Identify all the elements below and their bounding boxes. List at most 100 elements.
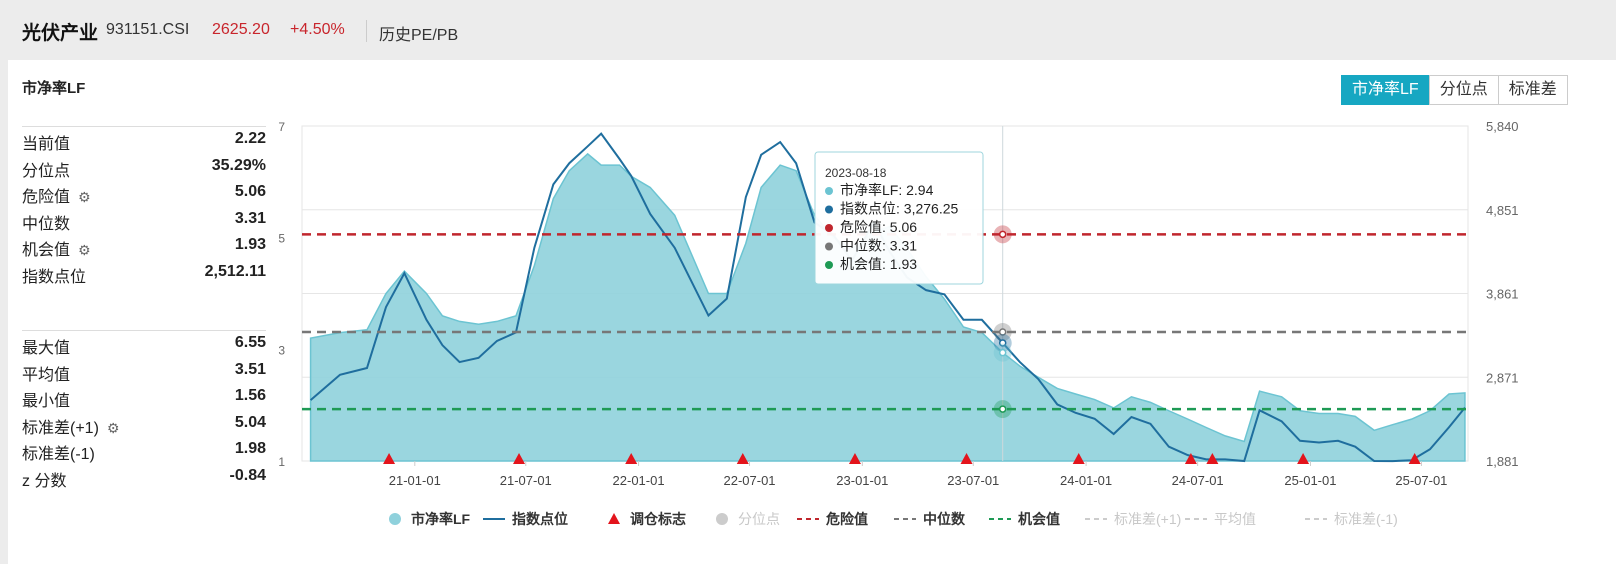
index-header: 光伏产业 931151.CSI 2625.20 +4.50% 历史PE/PB — [0, 0, 1616, 60]
stats-divider-top — [22, 126, 266, 127]
legend-label: 分位点 — [738, 511, 780, 527]
stat-label: 最小值 — [22, 393, 71, 410]
triangle-up-icon — [608, 513, 620, 524]
y-right-tick: 5,840 — [1486, 119, 1519, 134]
hover-dot — [998, 230, 1007, 239]
stat-value: 5.04 — [234, 413, 266, 431]
stat-label: 分位点 — [22, 162, 71, 180]
index-price: 2625.20 — [212, 21, 270, 38]
legend-item[interactable]: 市净率LF — [389, 511, 471, 527]
legend-label: 机会值 — [1018, 511, 1060, 527]
rebalance-marker — [1408, 453, 1421, 464]
chart-legend: 市净率LF 指数点位 调仓标志 分位点 危险值 中位数 机会值 标准差(+1) 平均值 标准差(-… — [389, 511, 1398, 527]
rebalance-marker — [960, 453, 973, 464]
index-code: 931151.CSI — [106, 21, 190, 38]
x-tick-label: 25-07-01 — [1395, 473, 1447, 488]
stat-value: 1.98 — [234, 440, 266, 457]
tooltip: 2023-08-18 市净率LF: 2.94 指数点位: 3,276.25 危险值: … — [814, 151, 984, 285]
stat-value: 3.31 — [234, 209, 266, 227]
legend-item[interactable]: 分位点 — [716, 511, 780, 527]
stat-label: 中位数 — [22, 215, 71, 233]
stat-index-points: 指数点位 2,512.11 — [22, 263, 266, 289]
x-tick-label: 21-01-01 — [389, 473, 441, 488]
y-left-tick: 5 — [278, 232, 285, 246]
x-tick-label: 21-07-01 — [500, 473, 552, 488]
stat-label: z 分数 — [22, 472, 67, 490]
x-tick-label: 23-07-01 — [947, 473, 999, 488]
tooltip-line: 危险值: 5.06 — [840, 219, 917, 235]
x-tick-label: 24-07-01 — [1172, 473, 1224, 488]
legend-label: 调仓标志 — [630, 511, 686, 527]
legend-item[interactable]: 中位数 — [894, 511, 966, 527]
stat-value: 6.55 — [234, 334, 266, 351]
stat-min: 最小值 1.56 — [22, 387, 266, 413]
stat-label: 最大值 — [22, 340, 71, 357]
hover-dot — [998, 328, 1007, 336]
y-right-tick: 3,861 — [1486, 287, 1519, 302]
stat-current: 当前值 2.22 — [22, 130, 266, 156]
x-tick-label: 22-07-01 — [723, 473, 775, 488]
card-title: 市净率LF — [22, 80, 86, 97]
x-tick-label: 25-01-01 — [1284, 473, 1336, 488]
legend-item[interactable]: 标准差(-1) — [1305, 511, 1398, 527]
legend-item[interactable]: 平均值 — [1185, 511, 1256, 527]
stat-label: 当前值 — [22, 136, 71, 153]
legend-item[interactable]: 指数点位 — [483, 511, 568, 527]
history-pepb-link[interactable]: 历史PE/PB — [379, 27, 459, 44]
legend-swatch — [389, 513, 401, 525]
tooltip-line: 中位数: 3.31 — [840, 238, 917, 254]
stat-value: 35.29% — [211, 156, 266, 174]
rebalance-marker — [383, 453, 396, 464]
stat-value: 1.93 — [234, 236, 266, 253]
legend-label: 市净率LF — [411, 511, 471, 527]
tooltip-box — [814, 151, 984, 285]
y-left-tick: 3 — [278, 343, 285, 357]
stat-label: 平均值 — [22, 366, 71, 384]
tooltip-dot — [825, 242, 833, 251]
stats-divider-bottom — [22, 330, 266, 331]
stat-value: 2.22 — [234, 130, 266, 147]
rebalance-marker — [513, 453, 526, 464]
x-tick-label: 24-01-01 — [1060, 473, 1112, 488]
y-right-tick: 1,881 — [1486, 454, 1519, 469]
tooltip-line: 机会值: 1.93 — [840, 256, 917, 272]
stat-danger: 危险值 ⚙ 5.06 — [22, 183, 266, 209]
stat-value: 1.56 — [234, 387, 266, 404]
legend-item[interactable]: 机会值 — [989, 511, 1060, 527]
rebalance-marker — [1206, 453, 1219, 464]
y-right-tick: 4,851 — [1486, 203, 1519, 218]
hover-dot — [998, 339, 1007, 347]
gear-icon[interactable]: ⚙ — [78, 242, 91, 258]
stat-label: 标准差(-1) — [22, 446, 95, 463]
stat-zscore: z 分数 -0.84 — [22, 467, 266, 493]
legend-item[interactable]: 调仓标志 — [608, 511, 686, 527]
tooltip-dot — [825, 224, 833, 232]
index-name: 光伏产业 — [22, 23, 99, 44]
stat-std-plus: 标准差(+1) ⚙ 5.04 — [22, 414, 266, 440]
gear-icon[interactable]: ⚙ — [78, 189, 91, 205]
legend-label: 标准差(+1) — [1114, 511, 1181, 527]
header-divider — [366, 20, 367, 42]
stat-label: 标准差(+1) — [22, 419, 99, 437]
y-right-tick: 2,871 — [1486, 370, 1519, 385]
stat-std-minus: 标准差(-1) 1.98 — [22, 440, 266, 466]
stat-median: 中位数 3.31 — [22, 210, 266, 236]
gear-icon[interactable]: ⚙ — [106, 419, 120, 436]
legend-label: 标准差(-1) — [1334, 511, 1398, 527]
tooltip-dot — [825, 187, 833, 195]
x-tick-label: 22-01-01 — [613, 473, 665, 488]
tab-std[interactable]: 标准差 — [1497, 75, 1568, 105]
stat-percentile: 分位点 35.29% — [22, 157, 266, 183]
legend-item[interactable]: 危险值 — [797, 511, 868, 527]
legend-item[interactable]: 标准差(+1) — [1085, 511, 1181, 527]
x-tick-label: 23-01-01 — [836, 473, 888, 488]
stat-mean: 平均值 3.51 — [22, 361, 266, 387]
stat-opportunity: 机会值 ⚙ 1.93 — [22, 236, 266, 262]
hover-dot — [998, 348, 1007, 357]
tab-pb[interactable]: 市净率LF — [1341, 75, 1430, 105]
index-change: +4.50% — [290, 21, 345, 38]
y-left-tick: 1 — [278, 455, 285, 469]
tooltip-line: 市净率LF: 2.94 — [840, 182, 934, 198]
legend-label: 中位数 — [923, 511, 966, 527]
